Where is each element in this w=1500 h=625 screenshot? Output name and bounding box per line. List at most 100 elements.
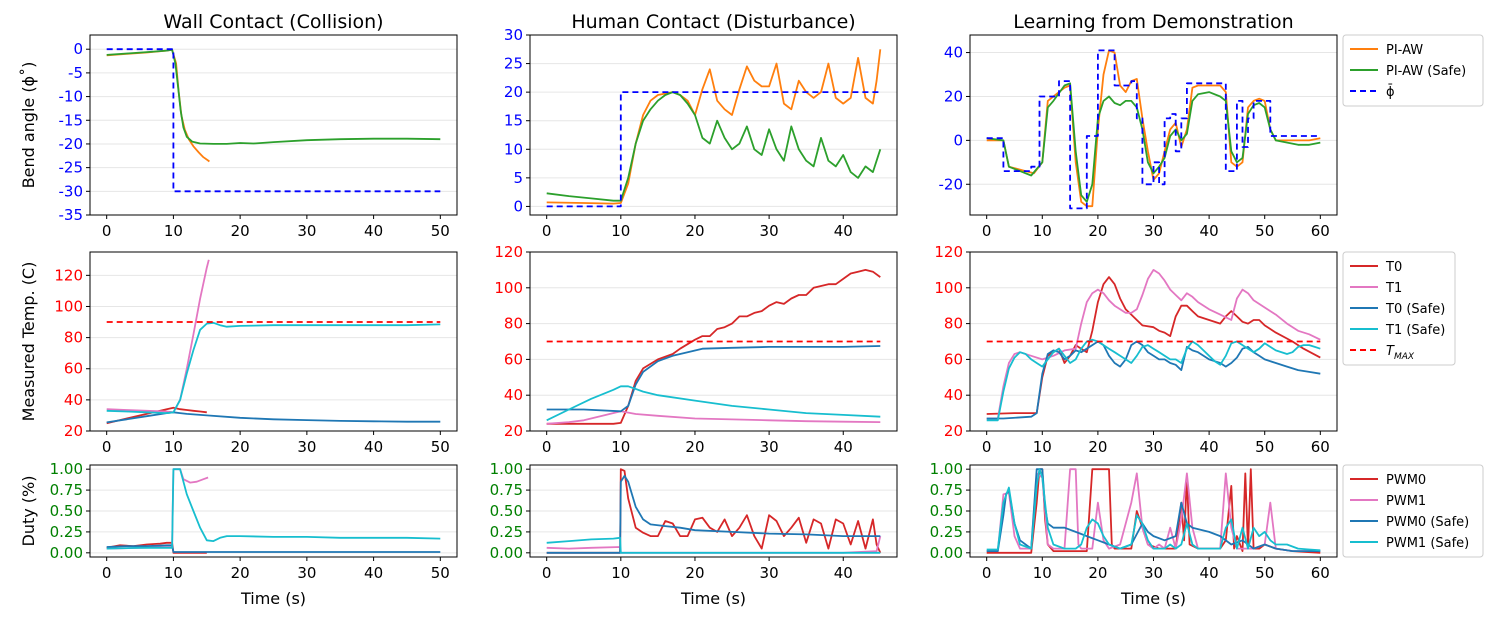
x-tick-label: 40 bbox=[1200, 564, 1219, 582]
y-tick-label: 0.00 bbox=[50, 544, 83, 562]
y-tick-label: 20 bbox=[504, 83, 523, 101]
axes-frame bbox=[969, 34, 1338, 216]
series-line-pi-aw-safe- bbox=[986, 82, 1321, 203]
x-tick-label: 0 bbox=[102, 564, 112, 582]
y-tick-label: 120 bbox=[934, 243, 963, 261]
x-tick-label: 60 bbox=[1311, 564, 1330, 582]
y-tick-label: -35 bbox=[59, 206, 84, 224]
y-tick-label: -15 bbox=[59, 111, 84, 129]
y-tick-label: 10 bbox=[504, 140, 523, 158]
x-tick-label: 30 bbox=[1144, 564, 1163, 582]
series-line-t1 bbox=[546, 410, 881, 425]
x-tick-label: 10 bbox=[1033, 222, 1052, 240]
legend-label: PWM0 bbox=[1386, 473, 1426, 488]
y-tick-label: 80 bbox=[504, 315, 523, 333]
axes-frame bbox=[529, 34, 898, 216]
x-tick-label: 0 bbox=[982, 438, 992, 456]
y-tick-label: 40 bbox=[64, 391, 83, 409]
x-tick-label: 10 bbox=[611, 564, 630, 582]
y-tick-label: 30 bbox=[504, 26, 523, 44]
y-tick-label: 5 bbox=[513, 169, 523, 187]
x-axis-label: Time (s) bbox=[240, 589, 306, 608]
axes-frame bbox=[89, 34, 458, 216]
legend-label: PWM1 bbox=[1386, 494, 1426, 509]
x-tick-label: 20 bbox=[231, 438, 250, 456]
legend-label: PWM0 (Safe) bbox=[1386, 515, 1469, 530]
panel-r0-c2: -20 0 20 40 0 10 20 30 40 50 60 bbox=[939, 34, 1338, 240]
legend-row-1: T0 T1 T0 (Safe) T1 (Safe) TMAX bbox=[1342, 251, 1456, 366]
x-tick-label: 0 bbox=[102, 222, 112, 240]
y-tick-label: -20 bbox=[59, 135, 84, 153]
y-tick-label: -30 bbox=[59, 182, 84, 200]
series-line-t1-safe- bbox=[106, 321, 441, 414]
x-tick-label: 40 bbox=[364, 438, 383, 456]
series-line-t0 bbox=[106, 406, 207, 425]
axes-frame bbox=[529, 251, 898, 432]
legend-label: PWM1 (Safe) bbox=[1386, 536, 1469, 551]
x-tick-label: 30 bbox=[760, 438, 779, 456]
y-tick-label: 120 bbox=[494, 243, 523, 261]
x-tick-label: 10 bbox=[164, 222, 183, 240]
axes-frame bbox=[89, 464, 458, 558]
x-tick-label: 20 bbox=[685, 564, 704, 582]
legend-label: TMAX bbox=[1386, 344, 1415, 362]
y-tick-label: 120 bbox=[54, 266, 83, 284]
legend-box bbox=[1342, 251, 1456, 366]
axes-frame bbox=[969, 464, 1338, 558]
panel-r1-c1: 20 40 60 80 100 120 0 10 20 30 40 bbox=[494, 243, 898, 456]
y-tick-label: 20 bbox=[64, 422, 83, 440]
x-tick-label: 40 bbox=[834, 222, 853, 240]
y-tick-label: -25 bbox=[59, 159, 84, 177]
x-tick-label: 10 bbox=[611, 222, 630, 240]
y-tick-label: 0.75 bbox=[490, 481, 523, 499]
y-tick-label: 0.75 bbox=[930, 481, 963, 499]
y-tick-label: 20 bbox=[504, 422, 523, 440]
y-tick-label: 0.25 bbox=[490, 523, 523, 541]
series-line-pwm0-safe- bbox=[546, 475, 881, 554]
y-tick-label: 20 bbox=[944, 87, 963, 105]
y-tick-label: 0.75 bbox=[50, 481, 83, 499]
series-line-pwm0-safe- bbox=[106, 544, 441, 553]
y-tick-label: 60 bbox=[944, 350, 963, 368]
panel-r2-c0: 0.00 0.25 0.50 0.75 1.00 0 10 20 30 40 50 bbox=[50, 460, 458, 582]
x-tick-label: 10 bbox=[1033, 564, 1052, 582]
x-axis-label: Time (s) bbox=[1120, 589, 1186, 608]
legend-box bbox=[1342, 34, 1484, 107]
series-line-t1-safe- bbox=[546, 385, 881, 422]
y-tick-label: 0.50 bbox=[490, 502, 523, 520]
x-axis-label: Time (s) bbox=[680, 589, 746, 608]
legend-label: T1 bbox=[1385, 281, 1402, 296]
x-tick-label: 50 bbox=[431, 222, 450, 240]
panel-title: Learning from Demonstration bbox=[1013, 11, 1293, 33]
x-tick-label: 60 bbox=[1311, 222, 1330, 240]
x-tick-label: 20 bbox=[1088, 222, 1107, 240]
y-tick-label: 60 bbox=[64, 360, 83, 378]
legend-label: T1 (Safe) bbox=[1385, 323, 1445, 338]
legend-label: ϕ̄ bbox=[1386, 85, 1395, 100]
axes-frame bbox=[529, 464, 898, 558]
y-tick-label: 40 bbox=[504, 386, 523, 404]
series-line-t0-safe- bbox=[986, 340, 1321, 420]
x-tick-label: 0 bbox=[102, 438, 112, 456]
y-tick-label: 80 bbox=[64, 329, 83, 347]
y-tick-label: 40 bbox=[944, 386, 963, 404]
x-tick-label: 40 bbox=[1200, 222, 1219, 240]
x-tick-label: 30 bbox=[297, 564, 316, 582]
y-axis-label: Duty (%) bbox=[19, 476, 38, 547]
series-line-t0 bbox=[986, 276, 1321, 415]
y-tick-label: 80 bbox=[944, 315, 963, 333]
y-tick-label: 1.00 bbox=[930, 460, 963, 478]
x-tick-label: 40 bbox=[364, 564, 383, 582]
series-line-phi-ref bbox=[106, 48, 441, 193]
y-tick-label: 1.00 bbox=[490, 460, 523, 478]
y-tick-label: 25 bbox=[504, 55, 523, 73]
x-tick-label: 20 bbox=[1088, 564, 1107, 582]
x-tick-label: 30 bbox=[297, 222, 316, 240]
y-tick-label: 0 bbox=[73, 40, 83, 58]
legend-box bbox=[1342, 464, 1484, 558]
panel-r0-c1: 0 5 10 15 20 25 30 0 10 20 30 40 bbox=[504, 26, 898, 240]
y-tick-label: 60 bbox=[504, 350, 523, 368]
y-axis-label: Bend angle (ϕ˚) bbox=[19, 62, 38, 189]
axes-frame bbox=[89, 251, 458, 432]
y-tick-label: 0.25 bbox=[50, 523, 83, 541]
